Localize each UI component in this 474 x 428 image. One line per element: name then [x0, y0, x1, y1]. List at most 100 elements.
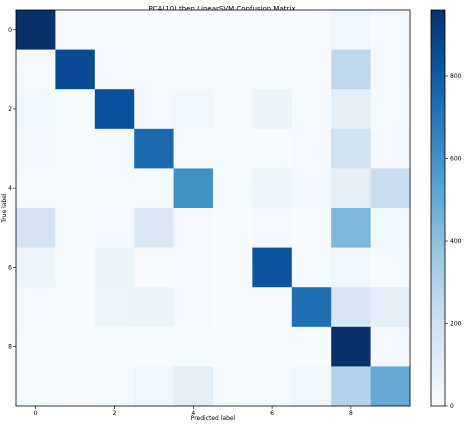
heatmap-cell-r0-c8 [331, 10, 371, 50]
heatmap-cell-r1-c6 [252, 49, 293, 90]
heatmap-cell-r3-c7 [291, 128, 332, 169]
heatmap-cell-r3-c6 [252, 128, 293, 169]
heatmap-cell-r9-c9 [370, 366, 411, 407]
heatmap-cell-r6-c6 [252, 247, 293, 288]
chart-title: PCA(10) then LinearSVM Confusion Matrix [149, 5, 296, 13]
heatmap-cell-r3-c8 [331, 128, 371, 169]
heatmap-cell-r7-c7 [291, 287, 332, 328]
heatmap-cell-r7-c9 [370, 287, 411, 328]
heatmap-cell-r6-c0 [16, 247, 56, 288]
heatmap-cell-r1-c5 [213, 49, 253, 90]
heatmap-cell-r6-c8 [331, 247, 371, 288]
heatmap-cells [16, 10, 411, 407]
heatmap-cell-r5-c6 [252, 208, 293, 248]
heatmap-cell-r3-c2 [94, 128, 135, 169]
heatmap-cell-r1-c0 [16, 49, 56, 90]
heatmap-cell-r0-c7 [291, 10, 332, 50]
heatmap-cell-r9-c8 [331, 366, 371, 407]
heatmap-cell-r2-c0 [16, 89, 56, 130]
heatmap-cell-r8-c6 [252, 326, 293, 367]
heatmap-cell-r7-c8 [331, 287, 371, 328]
colorbar-tick-label: 200 [450, 321, 462, 328]
colorbar-tick-label: 400 [450, 238, 462, 245]
heatmap-cell-r2-c4 [173, 89, 214, 130]
heatmap-cell-r6-c4 [173, 247, 214, 288]
heatmap-cell-r7-c1 [55, 287, 96, 328]
heatmap-cell-r3-c4 [173, 128, 214, 169]
heatmap-cell-r5-c2 [94, 208, 135, 248]
x-tick-label: 8 [349, 410, 353, 417]
heatmap-cell-r5-c9 [370, 208, 411, 248]
heatmap-cell-r5-c1 [55, 208, 96, 248]
heatmap-cell-r9-c4 [173, 366, 214, 407]
heatmap-cell-r2-c1 [55, 89, 96, 130]
heatmap-cell-r2-c6 [252, 89, 293, 130]
heatmap-cell-r7-c2 [94, 287, 135, 328]
heatmap-cell-r6-c5 [213, 247, 253, 288]
heatmap-cell-r7-c5 [213, 287, 253, 328]
heatmap-cell-r1-c3 [134, 49, 174, 90]
heatmap-cell-r3-c1 [55, 128, 96, 169]
heatmap-cell-r2-c8 [331, 89, 371, 130]
colorbar [430, 9, 446, 407]
heatmap-cell-r5-c4 [173, 208, 214, 248]
heatmap-cell-r1-c1 [55, 49, 96, 90]
heatmap-cell-r2-c9 [370, 89, 411, 130]
heatmap-cell-r6-c1 [55, 247, 96, 288]
x-tick-label: 0 [34, 410, 38, 417]
x-tick-label: 2 [113, 410, 117, 417]
heatmap-cell-r9-c2 [94, 366, 135, 407]
heatmap-cell-r0-c4 [173, 10, 214, 50]
heatmap-cell-r6-c3 [134, 247, 174, 288]
heatmap-cell-r4-c1 [55, 168, 96, 209]
heatmap-cell-r9-c3 [134, 366, 174, 407]
heatmap-cell-r1-c9 [370, 49, 411, 90]
heatmap-cell-r4-c0 [16, 168, 56, 209]
heatmap-cell-r4-c4 [173, 168, 214, 209]
heatmap-cell-r5-c3 [134, 208, 174, 248]
heatmap-cell-r8-c8 [331, 326, 371, 367]
y-tick-label: 4 [8, 185, 12, 192]
heatmap-cell-r4-c5 [213, 168, 253, 209]
heatmap-cell-r9-c5 [213, 366, 253, 407]
x-tick-label: 4 [191, 410, 195, 417]
heatmap-cell-r8-c2 [94, 326, 135, 367]
heatmap-cell-r0-c5 [213, 10, 253, 50]
heatmap-cell-r1-c7 [291, 49, 332, 90]
heatmap-cell-r5-c7 [291, 208, 332, 248]
y-tick-label: 2 [8, 106, 12, 113]
heatmap-cell-r1-c8 [331, 49, 371, 90]
heatmap-cell-r7-c4 [173, 287, 214, 328]
heatmap-cell-r2-c2 [94, 89, 135, 130]
heatmap-cell-r3-c0 [16, 128, 56, 169]
heatmap-cell-r2-c7 [291, 89, 332, 130]
heatmap-cell-r1-c2 [94, 49, 135, 90]
heatmap-cell-r2-c5 [213, 89, 253, 130]
heatmap-cell-r6-c9 [370, 247, 411, 288]
colorbar-tick-label: 800 [450, 73, 462, 80]
heatmap-cell-r4-c7 [291, 168, 332, 209]
heatmap-cell-r3-c9 [370, 128, 411, 169]
heatmap-cell-r7-c3 [134, 287, 174, 328]
heatmap-cell-r1-c4 [173, 49, 214, 90]
heatmap-cell-r8-c3 [134, 326, 174, 367]
heatmap-cell-r7-c6 [252, 287, 293, 328]
heatmap-cell-r9-c6 [252, 366, 293, 407]
heatmap-cell-r7-c0 [16, 287, 56, 328]
colorbar-ticks: 0 200 400 600 800 [445, 73, 462, 410]
y-axis-ticks: 0 2 4 6 8 [8, 27, 16, 351]
heatmap-cell-r0-c3 [134, 10, 174, 50]
heatmap-cell-r8-c1 [55, 326, 96, 367]
heatmap-cell-r9-c7 [291, 366, 332, 407]
heatmap-cell-r0-c6 [252, 10, 293, 50]
colorbar-tick-label: 600 [450, 156, 462, 163]
y-tick-label: 0 [8, 27, 12, 34]
heatmap-cell-r4-c9 [370, 168, 411, 209]
heatmap-cell-r4-c6 [252, 168, 293, 209]
heatmap-cell-r9-c0 [16, 366, 56, 407]
heatmap-cell-r0-c1 [55, 10, 96, 50]
heatmap-cell-r9-c1 [55, 366, 96, 407]
colorbar-tick-label: 0 [450, 403, 454, 410]
